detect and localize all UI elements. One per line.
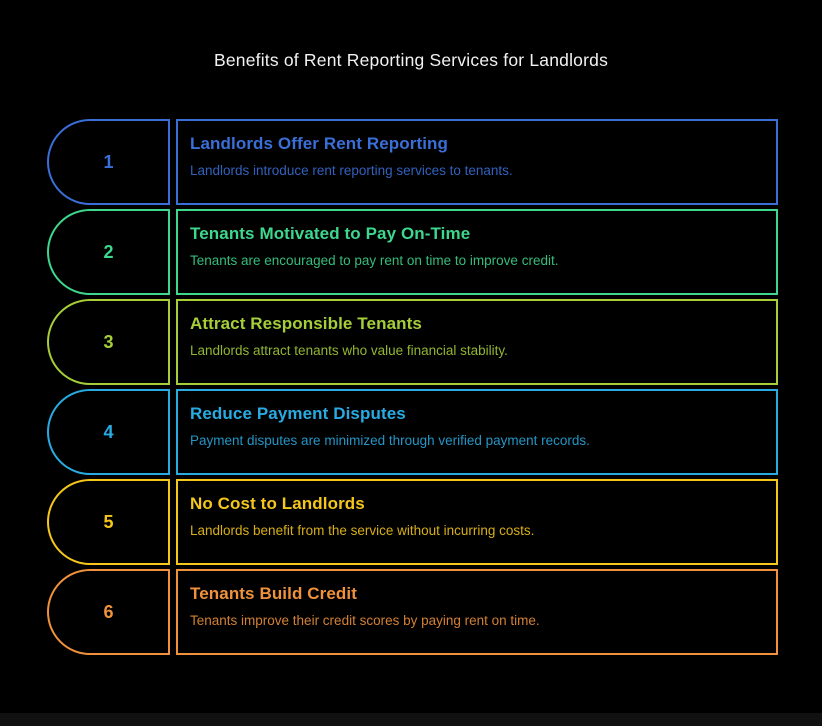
- benefit-description: Tenants are encouraged to pay rent on ti…: [190, 253, 559, 268]
- step-number: 3: [103, 331, 114, 352]
- benefit-title: Attract Responsible Tenants: [190, 314, 422, 333]
- step-number: 1: [103, 151, 114, 172]
- step-number-badge: 6: [47, 569, 170, 655]
- benefit-card: Tenants Build Credit Tenants improve the…: [176, 569, 778, 655]
- step-number: 6: [103, 601, 114, 622]
- benefit-row-2: 2 Tenants Motivated to Pay On-Time Tenan…: [47, 209, 778, 295]
- benefit-card: Landlords Offer Rent Reporting Landlords…: [176, 119, 778, 205]
- benefit-row-6: 6 Tenants Build Credit Tenants improve t…: [47, 569, 778, 655]
- benefit-row-5: 5 No Cost to Landlords Landlords benefit…: [47, 479, 778, 565]
- benefit-title: Reduce Payment Disputes: [190, 404, 406, 423]
- step-number-badge: 5: [47, 479, 170, 565]
- step-number: 4: [103, 421, 114, 442]
- benefit-row-1: 1 Landlords Offer Rent Reporting Landlor…: [47, 119, 778, 205]
- step-number-badge: 1: [47, 119, 170, 205]
- benefit-description: Landlords introduce rent reporting servi…: [190, 163, 513, 178]
- step-number: 5: [103, 511, 114, 532]
- step-number-badge: 4: [47, 389, 170, 475]
- benefit-title: Tenants Build Credit: [190, 584, 357, 603]
- benefit-card: Tenants Motivated to Pay On-Time Tenants…: [176, 209, 778, 295]
- benefit-title: Landlords Offer Rent Reporting: [190, 134, 448, 153]
- benefit-card: Attract Responsible Tenants Landlords at…: [176, 299, 778, 385]
- page-title: Benefits of Rent Reporting Services for …: [213, 50, 609, 70]
- benefit-row-3: 3 Attract Responsible Tenants Landlords …: [47, 299, 778, 385]
- footer-bar: [0, 713, 822, 726]
- benefit-title: No Cost to Landlords: [190, 494, 365, 513]
- benefit-card: Reduce Payment Disputes Payment disputes…: [176, 389, 778, 475]
- benefit-description: Tenants improve their credit scores by p…: [190, 613, 540, 628]
- benefits-list: 1 Landlords Offer Rent Reporting Landlor…: [47, 119, 778, 655]
- step-number: 2: [103, 241, 114, 262]
- benefit-title: Tenants Motivated to Pay On-Time: [190, 224, 471, 243]
- benefit-description: Landlords benefit from the service witho…: [190, 523, 535, 538]
- benefit-description: Payment disputes are minimized through v…: [190, 433, 590, 448]
- step-number-badge: 3: [47, 299, 170, 385]
- benefit-card: No Cost to Landlords Landlords benefit f…: [176, 479, 778, 565]
- benefit-description: Landlords attract tenants who value fina…: [190, 343, 508, 358]
- benefit-row-4: 4 Reduce Payment Disputes Payment disput…: [47, 389, 778, 475]
- step-number-badge: 2: [47, 209, 170, 295]
